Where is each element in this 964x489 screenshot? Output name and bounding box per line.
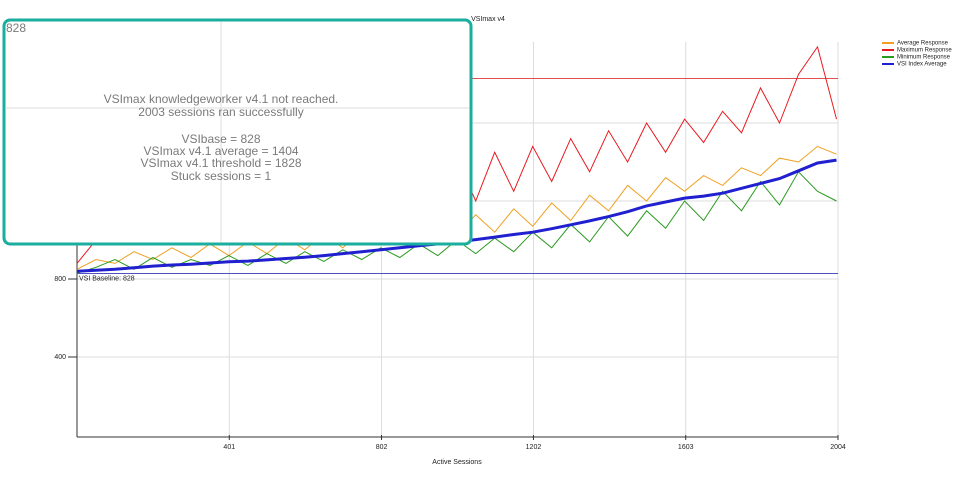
y-tick-label: 800 [54,276,66,283]
legend-label: Average Response [897,41,949,47]
x-axis-label: Active Sessions [432,459,482,466]
overlay-line: VSImax v4.1 threshold = 1828 [140,156,301,170]
overlay-line: 2003 sessions ran successfully [138,105,303,119]
x-tick-label: 1202 [526,444,542,451]
overlay-corner-label: 828 [6,21,26,35]
legend-label: Minimum Response [897,55,951,61]
y-tick-label: 400 [54,354,66,361]
x-tick-label: 401 [223,444,235,451]
chart-title: VSImax v4 [471,16,505,23]
reference-label: VSI Baseline: 828 [79,275,135,282]
overlay-line: Stuck sessions = 1 [171,169,272,183]
legend-label: VSI Index Average [897,62,947,68]
overlay-line: VSIbase = 828 [181,132,260,146]
x-tick-label: 1603 [678,444,694,451]
overlay-line: VSImax knowledgeworker v4.1 not reached. [104,92,339,106]
x-tick-label: 2004 [830,444,846,451]
overlay-box [2,18,473,246]
overlay-panel: 828 VSImax knowledgeworker v4.1 not reac… [2,18,473,246]
x-tick-label: 802 [376,444,388,451]
legend-label: Maximum Response [897,48,952,54]
overlay-line: VSImax v4.1 average = 1404 [143,144,298,158]
